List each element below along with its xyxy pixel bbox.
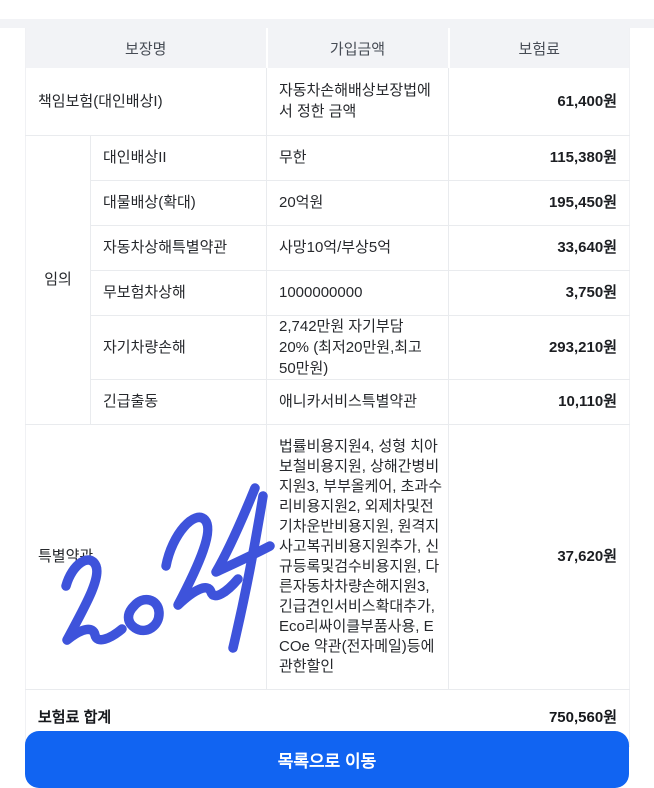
table-row: 무보험차상해 1000000000 3,750원 [26, 270, 630, 316]
amount-cell: 2,742만원 자기부담 20% (최저20만원,최고50만원) [266, 315, 449, 380]
premium-cell: 61,400원 [448, 68, 630, 136]
table-row: 임의 대인배상II 무한 115,380원 [25, 135, 630, 425]
coverage-name-cell: 대물배상(확대) [90, 180, 267, 226]
amount-cell: 애니카서비스특별약관 [266, 379, 449, 425]
coverage-name-cell: 긴급출동 [90, 379, 267, 425]
coverage-name-cell: 특별약관 [25, 424, 267, 690]
coverage-name-cell: 책임보험(대인배상I) [25, 68, 267, 136]
header-insured-amount: 가입금액 [265, 28, 449, 68]
coverage-name-cell: 자기차량손해 [90, 315, 267, 380]
premium-cell: 10,110원 [448, 379, 630, 425]
premium-cell: 33,640원 [448, 225, 630, 271]
premium-cell: 37,620원 [448, 424, 630, 690]
amount-cell: 자동차손해배상보장법에서 정한 금액 [266, 68, 449, 136]
special-clauses-text: 법률비용지원4, 성형 치아보철비용지원, 상해간병비지원3, 부부올케어, 초… [266, 424, 449, 690]
premium-cell: 195,450원 [448, 180, 630, 226]
insurance-coverage-table: 보장명 가입금액 보험료 책임보험(대인배상I) 자동차손해배상보장법에서 정한… [25, 28, 630, 747]
go-to-list-button[interactable]: 목록으로 이동 [25, 731, 629, 788]
coverage-name-cell: 자동차상해특별약관 [90, 225, 267, 271]
table-header-row: 보장명 가입금액 보험료 [25, 28, 630, 68]
table-row: 긴급출동 애니카서비스특별약관 10,110원 [26, 379, 630, 425]
table-row: 자기차량손해 2,742만원 자기부담 20% (최저20만원,최고50만원) … [26, 315, 630, 380]
page-top-divider [0, 19, 654, 28]
amount-cell: 무한 [266, 135, 449, 181]
table-row: 자동차상해특별약관 사망10억/부상5억 33,640원 [26, 225, 630, 271]
table-row-liability: 책임보험(대인배상I) 자동차손해배상보장법에서 정한 금액 61,400원 [25, 68, 630, 136]
table-row-special-clauses: 특별약관 법률비용지원4, 성형 치아보철비용지원, 상해간병비지원3, 부부올… [25, 424, 630, 690]
header-premium: 보험료 [447, 28, 630, 68]
amount-cell: 1000000000 [266, 270, 449, 316]
premium-cell: 293,210원 [448, 315, 630, 380]
premium-cell: 115,380원 [448, 135, 630, 181]
table-row: 대물배상(확대) 20억원 195,450원 [26, 180, 630, 226]
premium-cell: 3,750원 [448, 270, 630, 316]
amount-cell: 20억원 [266, 180, 449, 226]
amount-cell: 사망10억/부상5억 [266, 225, 449, 271]
header-coverage-name: 보장명 [25, 28, 267, 68]
group-label-cell: 임의 [25, 135, 91, 425]
coverage-name-cell: 무보험차상해 [90, 270, 267, 316]
coverage-name-cell: 대인배상II [90, 135, 267, 181]
